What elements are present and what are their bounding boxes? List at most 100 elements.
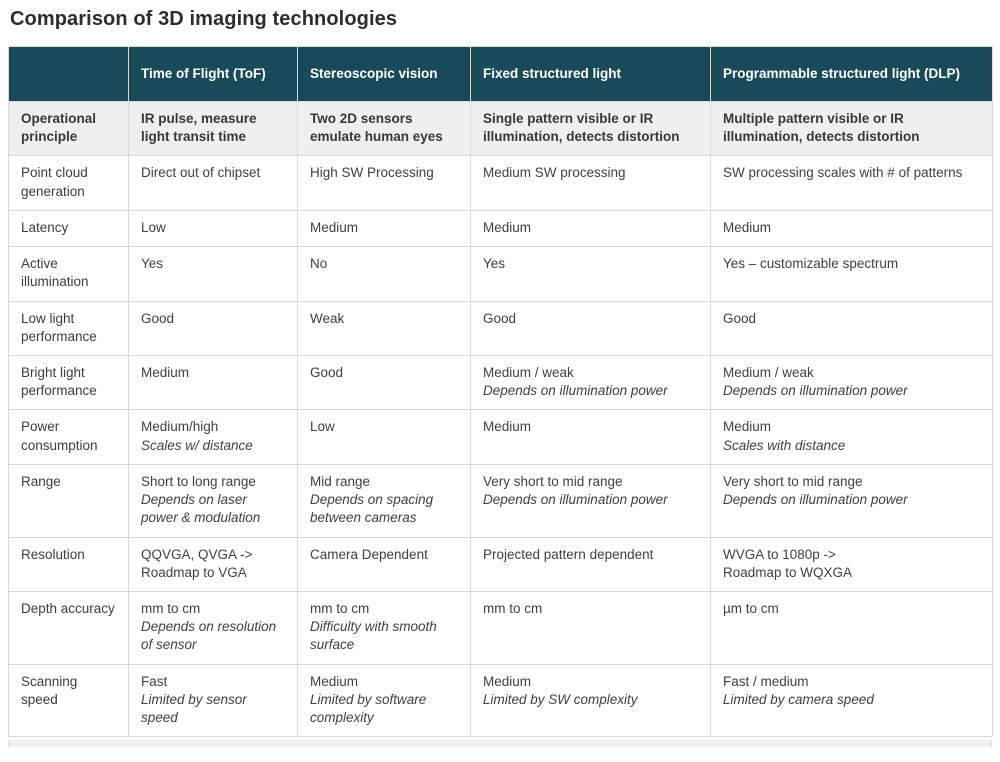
table-row: Operational principle IR pulse, measure l… — [8, 100, 993, 157]
cell-note: Depends on illumination power — [723, 492, 908, 508]
table-row: Latency Low Medium Medium Medium — [8, 209, 993, 248]
cell-note: Difficulty with smooth surface — [310, 619, 437, 653]
cell-value: µm to cm — [723, 600, 779, 616]
cell-note: Scales with distance — [723, 437, 846, 453]
cell-value: Low — [310, 419, 335, 435]
table-cell: Fast Limited by sensor speed — [128, 663, 298, 738]
table-cell: Camera Dependent — [297, 536, 471, 592]
cell-value: SW processing scales with # of patterns — [723, 165, 963, 181]
cell-value: Medium — [483, 219, 532, 235]
cell-value: Medium — [310, 673, 359, 689]
table-row: Power consumption Medium/high Scales w/ di… — [8, 409, 993, 465]
table-row: Scanning speed Fast Limited by sensor spee… — [8, 663, 993, 738]
table-row: Point cloud generation Direct out of chip… — [8, 155, 993, 211]
cell-value: Multiple pattern visible or IR illuminat… — [723, 111, 920, 145]
table-row: Low light performance Good Weak Good Good — [8, 300, 993, 356]
cell-value: IR pulse, measure light transit time — [141, 111, 257, 145]
table-cell: SW processing scales with # of patterns — [710, 155, 993, 211]
table-cell: Medium / weak Depends on illumination pow… — [710, 354, 993, 411]
column-header-empty — [8, 46, 129, 102]
table-cell: IR pulse, measure light transit time — [128, 100, 298, 157]
table-cell: Good — [297, 354, 471, 411]
table-cell: No — [297, 246, 471, 302]
table-cell: mm to cm — [470, 590, 711, 665]
table-cell: Medium — [297, 209, 471, 248]
cell-value: Medium — [723, 219, 772, 235]
cell-value: Low — [141, 219, 166, 235]
row-label: Resolution — [8, 536, 129, 592]
table-cell: Low — [297, 409, 471, 465]
table-cell: Short to long range Depends on laser powe… — [128, 463, 298, 538]
table-cell: Direct out of chipset — [128, 155, 298, 211]
row-label: Scanning speed — [8, 663, 129, 738]
table-cell: Medium Scales with distance — [710, 409, 993, 465]
table-body: Operational principle IR pulse, measure l… — [8, 100, 993, 738]
cell-value: Fast / medium — [723, 673, 809, 689]
table-row: Resolution QQVGA, QVGA -> Roadmap to VGA C… — [8, 536, 993, 592]
column-header: Stereoscopic vision — [297, 46, 471, 102]
cell-value: mm to cm — [483, 600, 543, 616]
table-cell: Yes — [470, 246, 711, 302]
row-label: Latency — [8, 209, 129, 248]
table-cell: Low — [128, 209, 298, 248]
table-cell: Projected pattern dependent — [470, 536, 711, 592]
cell-value: Medium SW processing — [483, 165, 626, 181]
table-cell: Medium Limited by SW complexity — [470, 663, 711, 738]
table-cell: µm to cm — [710, 590, 993, 665]
table-cell: Good — [128, 300, 298, 356]
cell-value: No — [310, 256, 328, 272]
cell-value: Direct out of chipset — [141, 165, 261, 181]
cell-value: Medium — [310, 219, 359, 235]
cell-value: Mid range — [310, 473, 371, 489]
table-cell: Very short to mid range Depends on illumi… — [710, 463, 993, 538]
cell-value: Single pattern visible or IR illuminatio… — [483, 111, 680, 145]
cell-note: Depends on illumination power — [723, 383, 908, 399]
cell-value: Yes – customizable spectrum — [723, 256, 899, 272]
cell-value: Medium — [483, 673, 532, 689]
cell-value: Good — [141, 310, 175, 326]
table-row: Depth accuracy mm to cm Depends on resolut… — [8, 590, 993, 665]
table-cell: Single pattern visible or IR illuminatio… — [470, 100, 711, 157]
table-cell: Multiple pattern visible or IR illuminat… — [710, 100, 993, 157]
cell-note: Depends on laser power & modulation — [141, 492, 261, 526]
row-label: Point cloud generation — [8, 155, 129, 211]
cell-note: Limited by software complexity — [310, 691, 427, 726]
table-cell: Medium/high Scales w/ distance — [128, 409, 298, 465]
cell-value: WVGA to 1080p -> Roadmap to WQXGA — [723, 546, 853, 580]
table-cell: QQVGA, QVGA -> Roadmap to VGA — [128, 536, 298, 592]
cell-value: QQVGA, QVGA -> Roadmap to VGA — [141, 546, 253, 580]
table-cell: Medium — [710, 209, 993, 248]
table-cell: Very short to mid range Depends on illumi… — [470, 463, 711, 538]
table-header-row: Time of Flight (ToF) Stereoscopic vision F… — [8, 46, 993, 102]
table-cell: mm to cm Depends on resolution of sensor — [128, 590, 298, 665]
cell-value: Medium / weak — [723, 364, 814, 380]
table-cell: mm to cm Difficulty with smooth surface — [297, 590, 471, 665]
cell-value: Weak — [310, 310, 345, 326]
cell-note: Depends on illumination power — [483, 492, 668, 508]
column-header: Time of Flight (ToF) — [128, 46, 298, 102]
comparison-table: Time of Flight (ToF) Stereoscopic vision F… — [8, 46, 993, 738]
table-row: Active illumination Yes No Yes Yes – customi… — [8, 246, 993, 302]
table-cell: Medium — [470, 409, 711, 465]
cell-note: Depends on resolution of sensor — [141, 619, 277, 653]
row-label: Range — [8, 463, 129, 538]
cell-value: Very short to mid range — [723, 473, 863, 489]
table-cell: Good — [710, 300, 993, 356]
cell-note: Depends on spacing between cameras — [310, 492, 434, 526]
cell-value: Medium — [723, 419, 772, 435]
cell-value: Good — [310, 364, 344, 380]
row-label: Bright light performance — [8, 354, 129, 411]
row-label: Depth accuracy — [8, 590, 129, 665]
cell-value: Good — [483, 310, 517, 326]
table-cell: Medium — [128, 354, 298, 411]
row-label: Low light performance — [8, 300, 129, 356]
page-title: Comparison of 3D imaging technologies — [10, 8, 398, 30]
table-cell: High SW Processing — [297, 155, 471, 211]
table-cell: Two 2D sensors emulate human eyes — [297, 100, 471, 157]
cell-value: Camera Dependent — [310, 546, 428, 562]
partial-next-row — [8, 740, 992, 748]
cell-value: Good — [723, 310, 757, 326]
table-cell: Medium / weak Depends on illumination pow… — [470, 354, 711, 411]
table-cell: Good — [470, 300, 711, 356]
row-label: Active illumination — [8, 246, 129, 302]
